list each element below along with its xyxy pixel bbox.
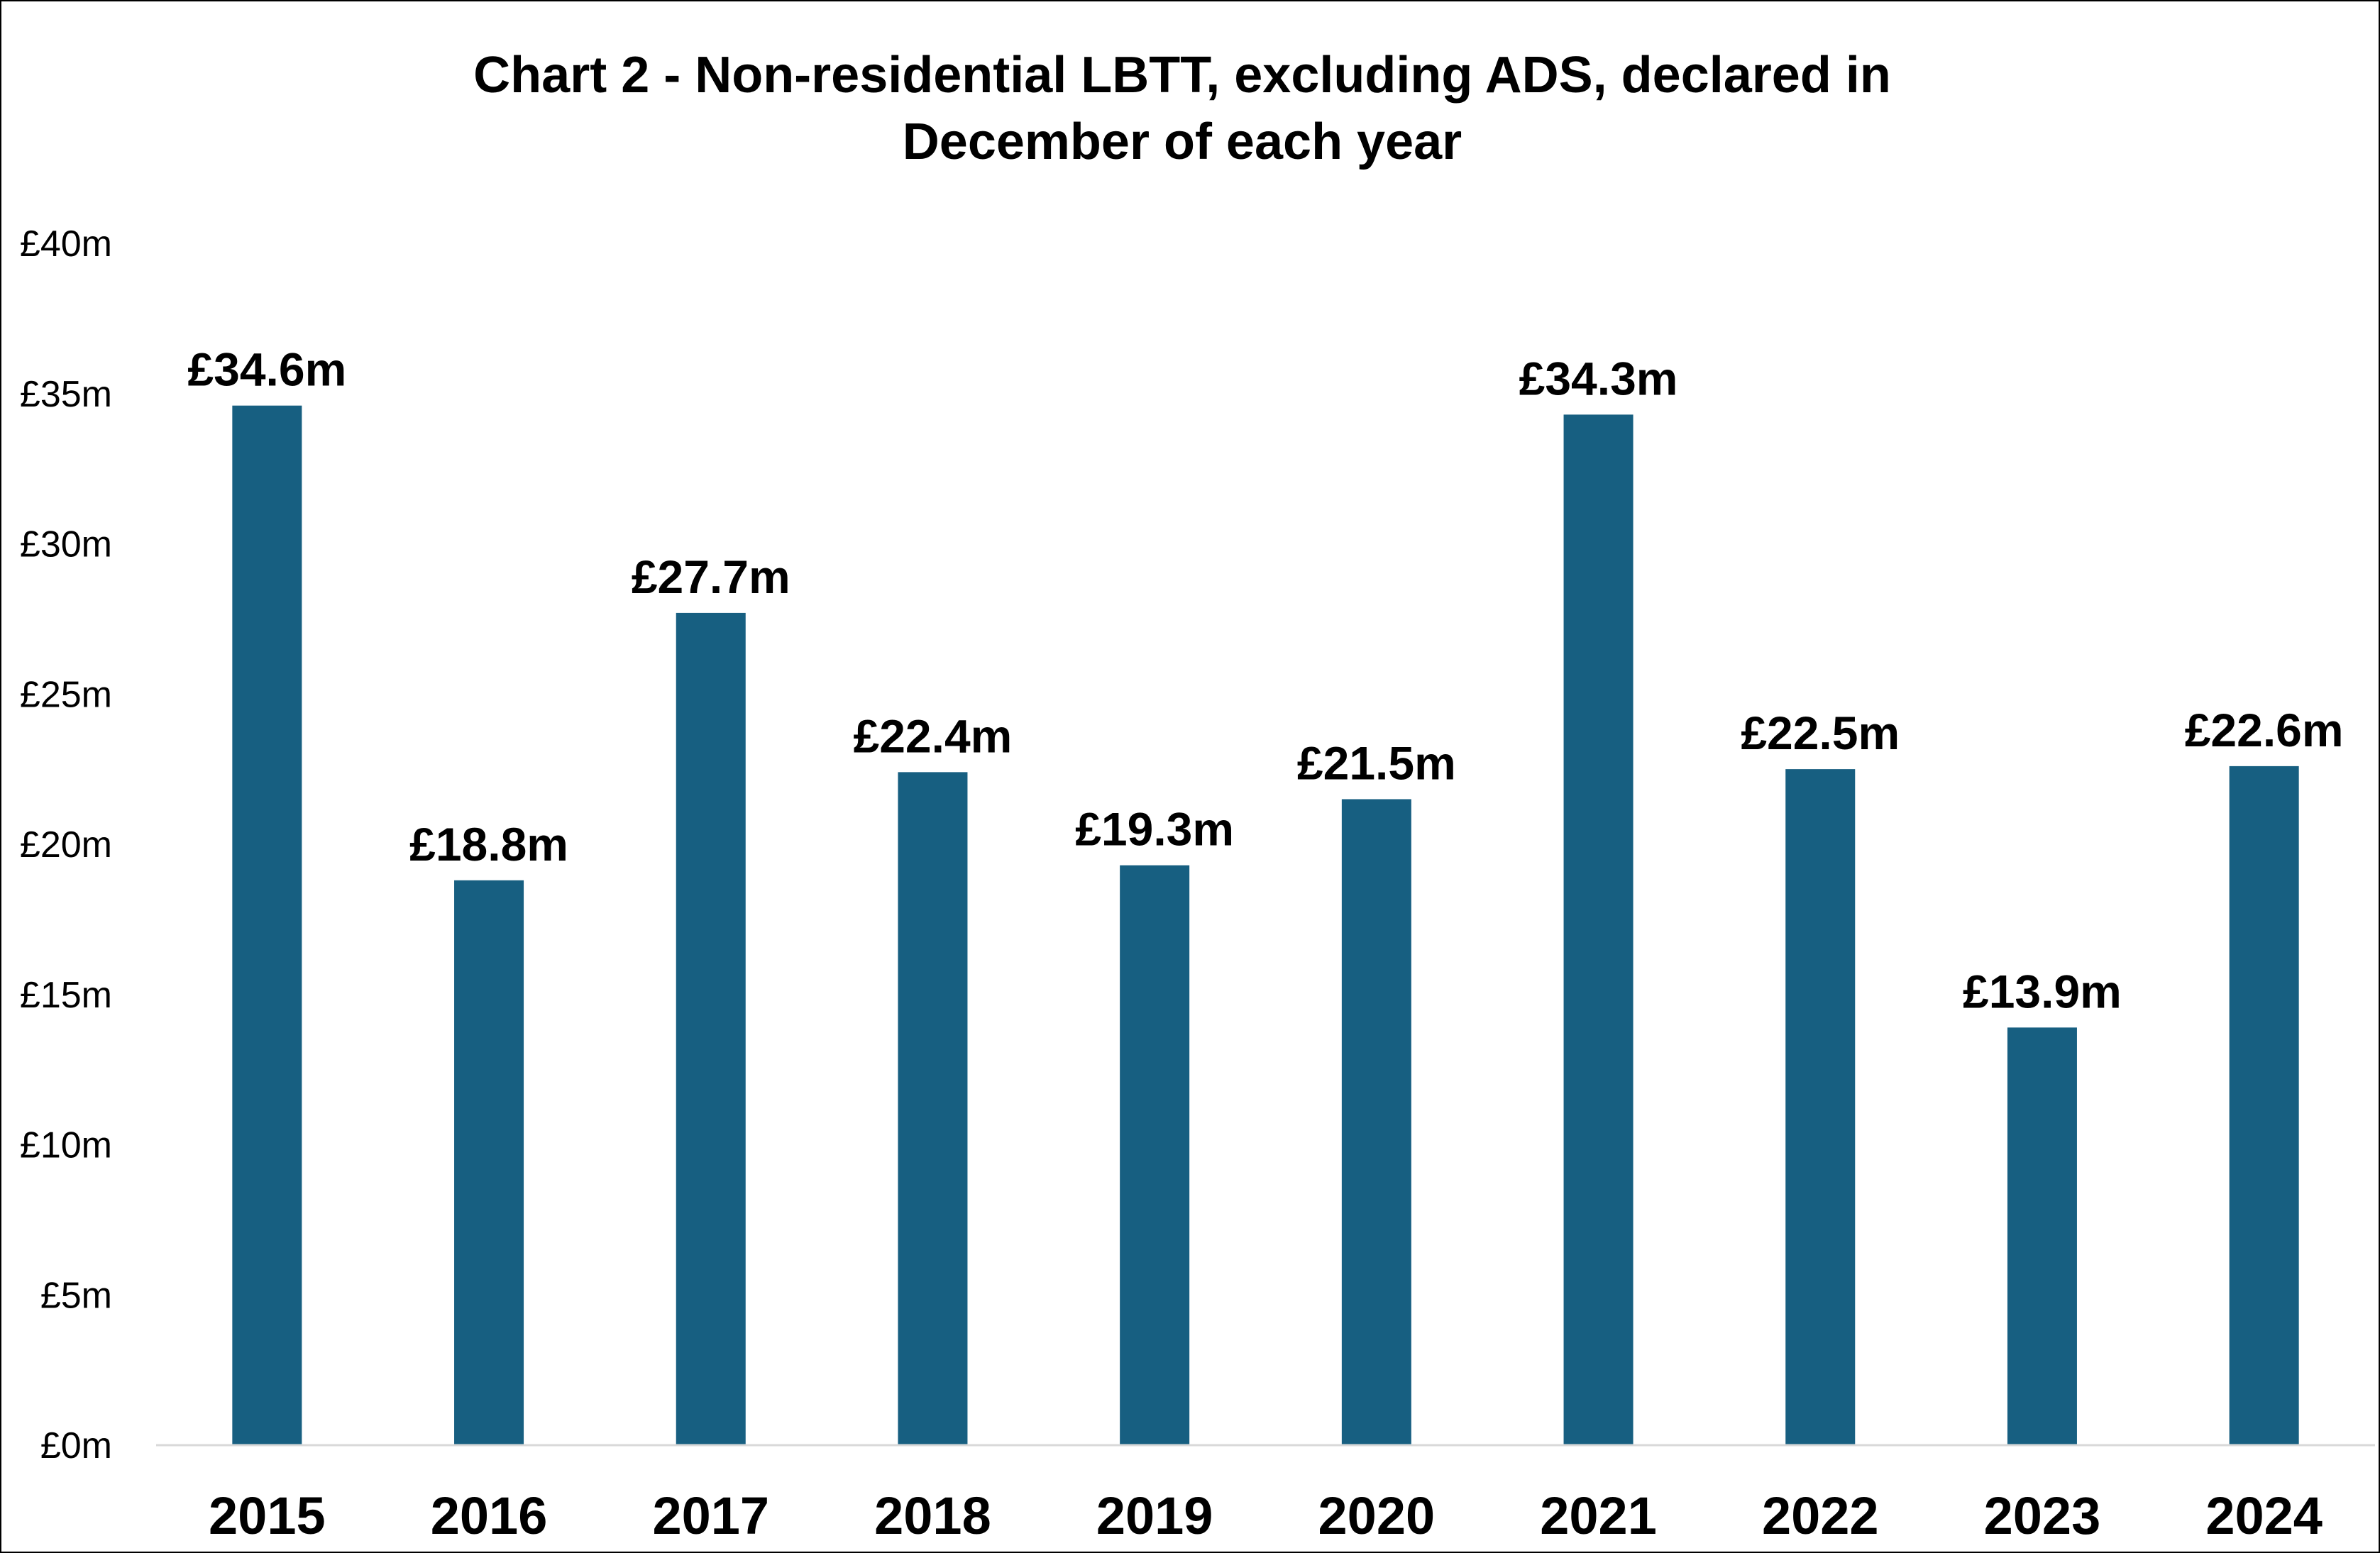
x-tick-label-2020: 2020 bbox=[1318, 1486, 1436, 1545]
bar-2018 bbox=[898, 772, 968, 1445]
data-label-2017: £27.7m bbox=[632, 551, 790, 603]
y-tick-label: £20m bbox=[20, 824, 112, 866]
x-tick-label-2015: 2015 bbox=[209, 1486, 326, 1545]
bar-2015 bbox=[232, 405, 302, 1446]
y-tick-label: £15m bbox=[20, 975, 112, 1016]
bar-2023 bbox=[2007, 1027, 2077, 1445]
bar-2016 bbox=[454, 880, 524, 1445]
bar-2019 bbox=[1120, 865, 1190, 1445]
y-tick-label: £30m bbox=[20, 524, 112, 565]
x-axis-ticks: 2015 2016 2017 2018 2019 2020 2021 2022 2023 2024 bbox=[209, 1486, 2323, 1545]
y-tick-label: £0m bbox=[40, 1425, 112, 1466]
data-label-2020: £21.5m bbox=[1297, 736, 1456, 789]
data-label-2022: £22.5m bbox=[1741, 707, 1900, 759]
bar-2021 bbox=[1563, 414, 1634, 1445]
data-label-2024: £22.6m bbox=[2185, 704, 2344, 756]
y-tick-label: £35m bbox=[20, 374, 112, 415]
data-label-2018: £22.4m bbox=[854, 709, 1013, 762]
x-tick-label-2023: 2023 bbox=[1984, 1486, 2101, 1545]
x-tick-label-2024: 2024 bbox=[2205, 1486, 2323, 1545]
bar-2020 bbox=[1341, 799, 1411, 1445]
x-tick-label-2022: 2022 bbox=[1762, 1486, 1879, 1545]
chart-title-line-1: Chart 2 - Non-residential LBTT, excludin… bbox=[473, 47, 1891, 104]
y-tick-label: £5m bbox=[40, 1275, 112, 1316]
y-tick-label: £40m bbox=[20, 223, 112, 265]
y-tick-label: £10m bbox=[20, 1125, 112, 1166]
bar-2017 bbox=[676, 612, 746, 1445]
y-tick-label: £25m bbox=[20, 674, 112, 715]
x-tick-label-2016: 2016 bbox=[431, 1486, 548, 1545]
data-label-2019: £19.3m bbox=[1075, 803, 1234, 856]
bars bbox=[232, 405, 2299, 1446]
data-label-2015: £34.6m bbox=[187, 343, 346, 396]
data-label-2023: £13.9m bbox=[1963, 965, 2122, 1017]
data-label-2016: £18.8m bbox=[409, 818, 568, 871]
y-axis-ticks: £0m £5m £10m £15m £20m £25m £30m £35m £40m bbox=[20, 223, 112, 1466]
x-tick-label-2019: 2019 bbox=[1096, 1486, 1213, 1545]
x-tick-label-2017: 2017 bbox=[652, 1486, 769, 1545]
data-labels: £34.6m £18.8m £27.7m £22.4m £19.3m £21.5m £34.… bbox=[187, 343, 2343, 1018]
x-tick-label-2018: 2018 bbox=[874, 1486, 991, 1545]
bar-2024 bbox=[2229, 766, 2299, 1445]
data-label-2021: £34.3m bbox=[1519, 352, 1678, 404]
bar-2022 bbox=[1785, 769, 1856, 1445]
chart-title-line-2: December of each year bbox=[903, 114, 1462, 170]
x-tick-label-2021: 2021 bbox=[1540, 1486, 1657, 1545]
